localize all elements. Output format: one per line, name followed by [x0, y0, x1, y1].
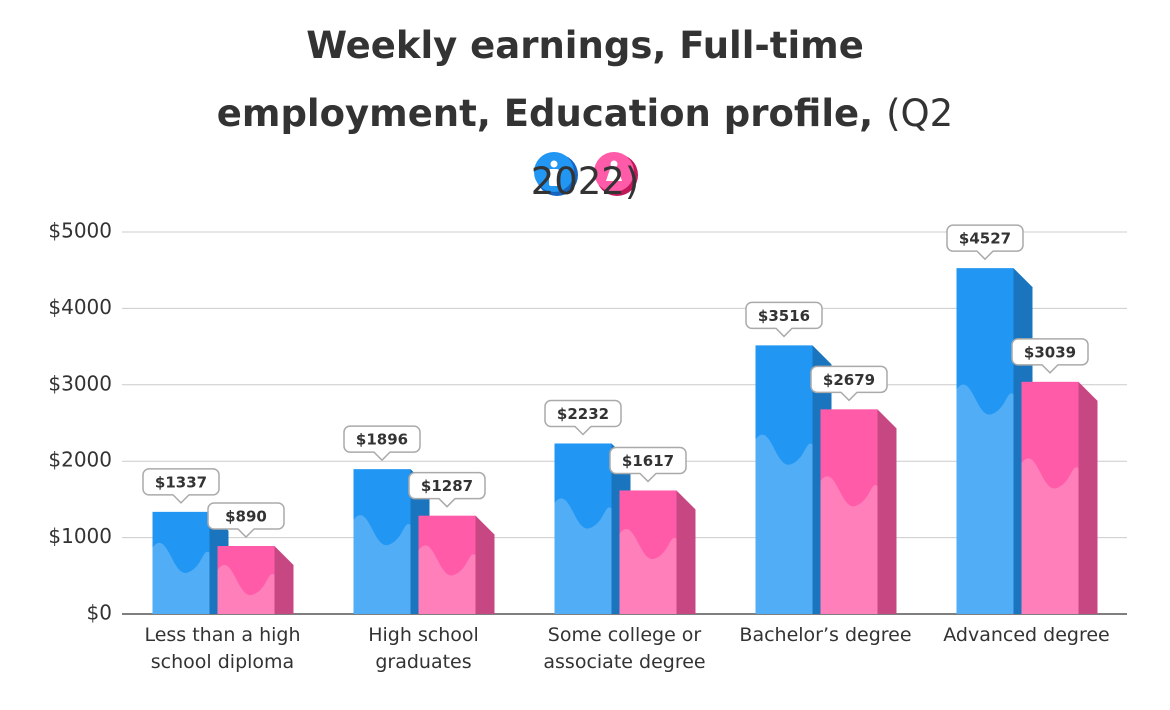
value-label: $2232: [557, 405, 609, 423]
bar-group: [956, 268, 1033, 614]
bar: [152, 511, 210, 614]
bar-highlight: [619, 528, 677, 614]
bar-side: [877, 409, 897, 614]
label-bubble: [609, 446, 687, 483]
label-bubble: [408, 471, 486, 508]
subtitle: (Q2 2022): [530, 92, 954, 203]
bar: [217, 546, 275, 614]
label-bubble: [142, 468, 220, 504]
bar: [820, 409, 878, 614]
value-label: $3039: [1024, 343, 1076, 361]
value-label: $1896: [356, 431, 408, 449]
chart-title: Weekly earnings, Full-time employment, E…: [185, 12, 985, 216]
y-tick-label: $3000: [48, 371, 112, 395]
label-bubble: [745, 301, 823, 338]
bar-side: [1078, 381, 1098, 614]
label-bubble: [343, 425, 421, 462]
bar-group: [418, 515, 495, 614]
legend: [534, 152, 638, 196]
y-tick-label: $1000: [48, 524, 112, 548]
bar-group: [619, 490, 696, 614]
value-label: $1337: [155, 473, 207, 491]
icon-detail: [606, 169, 622, 181]
x-tick-label: Advanced degree: [943, 624, 1110, 646]
value-label: $2679: [823, 371, 875, 389]
icon-detail: [610, 160, 618, 168]
label-bubble: [1011, 338, 1089, 374]
bar: [755, 345, 813, 614]
bar-highlight: [1021, 458, 1079, 614]
bar-group: [554, 443, 631, 614]
bar-highlight: [418, 545, 476, 614]
bar: [418, 515, 476, 614]
label-bubble: [946, 224, 1024, 261]
x-tick-label: Less than a high school diploma: [144, 624, 301, 673]
bar-group: [1021, 381, 1098, 614]
x-tick-label: High school graduates: [368, 624, 479, 673]
y-tick-label: $2000: [48, 448, 112, 472]
bar-highlight: [820, 476, 878, 614]
bar-side: [676, 490, 696, 614]
label-bubble: [207, 502, 285, 539]
value-label: $1287: [421, 477, 473, 495]
bar-highlight: [755, 434, 813, 614]
bar: [353, 469, 411, 614]
bar: [1021, 381, 1079, 614]
icon-detail: [549, 169, 559, 186]
bar: [956, 268, 1014, 614]
y-tick-label: $4000: [48, 295, 112, 319]
x-tick-label: Some college or associate degree: [543, 624, 706, 673]
value-label: $4527: [959, 230, 1011, 248]
y-tick-label: $5000: [48, 219, 112, 243]
value-label: $890: [225, 508, 267, 526]
bar-side: [274, 546, 294, 614]
title-text: Weekly earnings, Full-time employment, E…: [216, 24, 874, 135]
bar-side: [475, 515, 495, 614]
value-label: $3516: [758, 307, 810, 325]
y-tick-label: $0: [87, 601, 112, 625]
bar: [619, 490, 677, 614]
bar-highlight: [353, 515, 411, 614]
bar-group: [820, 409, 897, 614]
icon-detail: [550, 160, 558, 168]
bar-highlight: [554, 498, 612, 614]
value-label: $1617: [622, 452, 674, 470]
bar: [554, 443, 612, 614]
bar-highlight: [217, 565, 275, 614]
bar-group: [217, 546, 294, 614]
x-tick-label: Bachelor’s degree: [739, 624, 912, 646]
bar-highlight: [956, 384, 1014, 614]
label-bubble: [810, 365, 888, 402]
bar-highlight: [152, 542, 210, 614]
label-bubble: [544, 399, 622, 436]
